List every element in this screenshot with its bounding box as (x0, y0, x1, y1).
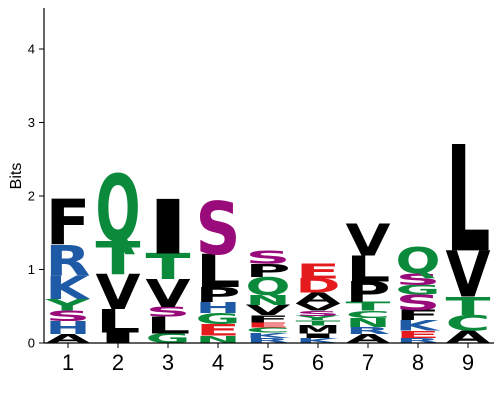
logo-letter-F: F (46, 187, 91, 260)
logo-letter-V: V (246, 302, 291, 318)
x-tick-label: 3 (162, 350, 174, 375)
logo-letter-Y: Y (294, 315, 340, 322)
logo-letter-V: V (146, 271, 191, 316)
y-tick-label: 1 (28, 262, 35, 277)
logo-letter-T: T (96, 232, 141, 285)
logo-letter-P: P (196, 283, 241, 306)
logo-letter-V: V (346, 216, 391, 267)
logo-letter-S: S (396, 270, 441, 289)
y-axis-label: Bits (8, 163, 25, 190)
y-tick-label: 4 (28, 42, 35, 57)
x-tick-label: 2 (112, 350, 124, 375)
logo-letter-L: L (96, 303, 141, 341)
logo-letter-M: M (296, 323, 341, 336)
axes: 0 1 2 3 4 1 2 3 4 5 6 7 8 9 (28, 8, 494, 375)
logo-letter-P: P (246, 260, 291, 281)
logo-letter-E: E (246, 321, 291, 329)
logo-letter-R: R (396, 336, 441, 344)
logo-letter-F: F (396, 307, 441, 323)
logo-letter-S: S (196, 187, 241, 272)
logo-letter-K: K (46, 269, 91, 307)
logo-letter-G: G (196, 310, 241, 327)
logo-letter-E: E (296, 260, 341, 283)
logo-letter-N: N (196, 334, 241, 346)
x-tick-label: 5 (262, 350, 274, 375)
x-tick-label: 1 (62, 350, 74, 375)
logo-letter-F: F (246, 313, 291, 325)
logo-letter-Q: Q (96, 156, 141, 263)
logo-letter-C: C (246, 326, 291, 334)
logo-letter-S: S (146, 304, 191, 319)
logo-letter-S: S (246, 247, 291, 268)
logo-letter-Y: Y (44, 296, 90, 315)
logo-letter-H: H (46, 318, 91, 339)
logo-letter-Q: Q (396, 240, 441, 282)
y-tick-label: 3 (28, 115, 35, 130)
logo-letter-H: H (196, 299, 241, 317)
logo-letter-A: A (346, 332, 392, 346)
logo-letter-S: S (46, 308, 91, 324)
logo-letter-V: V (96, 264, 142, 321)
x-tick-label: 6 (312, 350, 324, 375)
y-tick-label: 0 (28, 336, 35, 351)
logo-letter-N: N (246, 293, 291, 308)
logo-letter-G: G (396, 283, 441, 298)
logo-letter-I: I (296, 332, 341, 339)
logo-letter-E: E (196, 321, 241, 340)
logo-letter-L: L (346, 249, 391, 290)
logo-letter-K: K (296, 337, 341, 345)
logo-letter-K: K (396, 317, 441, 334)
logo-letter-T: T (346, 300, 392, 314)
logo-letter-I: I (96, 330, 141, 346)
logo-letter-S: S (396, 290, 441, 314)
logo-letter-T: T (146, 247, 191, 288)
plot-area: AHSYKRFILVTQGLSVTINEGHPLSRKCEFVNQPSKIMTY… (44, 117, 490, 348)
logo-letter-E: E (396, 329, 441, 341)
logo-letter-C: C (346, 309, 391, 321)
logo-letter-R: R (46, 237, 91, 286)
x-tick-label: 7 (362, 350, 374, 375)
logo-letter-K: K (246, 331, 291, 339)
logo-letter-A: A (296, 290, 341, 307)
logo-letter-V: V (446, 239, 491, 312)
logo-letter-L: L (196, 245, 241, 298)
y-tick-label: 2 (28, 189, 35, 204)
logo-letter-T: T (446, 292, 491, 321)
logo-letter-P: P (346, 276, 391, 308)
logo-letter-R: R (246, 336, 291, 344)
logo-letter-T: T (296, 319, 341, 327)
logo-letter-L: L (146, 312, 191, 339)
logo-letter-A: A (46, 332, 92, 346)
logo-letter-R: R (346, 325, 391, 337)
x-tick-label: 4 (212, 350, 224, 375)
logo-letter-S: S (296, 309, 341, 317)
logo-letter-V: V (296, 301, 342, 313)
x-tick-label: 8 (412, 350, 424, 375)
logo-letter-L: L (446, 117, 491, 286)
logo-letter-D: D (296, 274, 341, 297)
logo-letter-N: N (346, 316, 391, 330)
x-tick-label: 9 (462, 350, 474, 375)
logo-letter-C: C (446, 311, 491, 336)
logo-letter-I: I (146, 184, 191, 271)
logo-letter-Q: Q (246, 272, 291, 301)
